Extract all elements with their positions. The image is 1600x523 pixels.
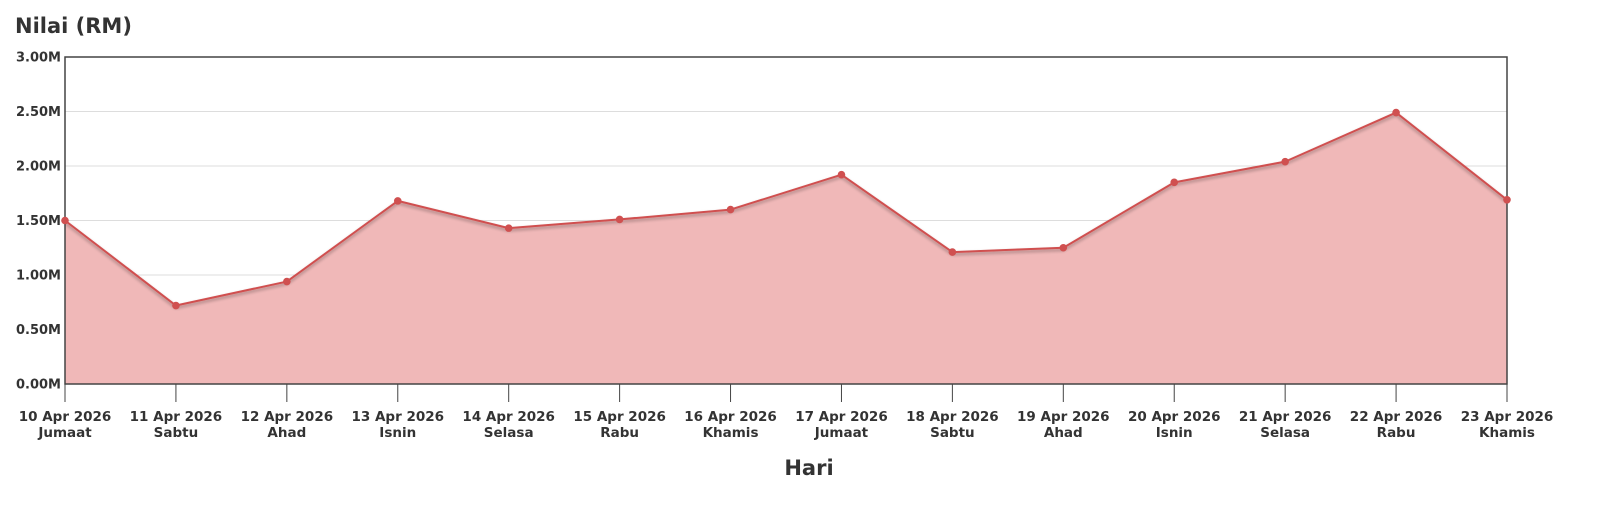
x-tick-date: 22 Apr 2026: [1350, 409, 1443, 425]
x-tick-date: 19 Apr 2026: [1017, 409, 1110, 425]
x-tick-label: 23 Apr 2026 Khamis: [1461, 409, 1554, 441]
x-tick-label: 12 Apr 2026 Ahad: [241, 409, 334, 441]
data-point: [1503, 195, 1511, 204]
x-tick-date: 10 Apr 2026: [19, 409, 112, 425]
x-tick-date: 17 Apr 2026: [795, 409, 888, 425]
x-tick-day: Ahad: [267, 425, 306, 441]
x-tick-day: Isnin: [1156, 425, 1193, 441]
x-tick-label: 14 Apr 2026 Selasa: [462, 409, 555, 441]
data-point: [504, 224, 513, 232]
y-tick-label: 2.00M: [16, 160, 61, 175]
data-point: [283, 277, 291, 286]
x-tick-day: Rabu: [600, 425, 639, 441]
x-tick-date: 14 Apr 2026: [462, 409, 555, 425]
x-tick-label: 20 Apr 2026 Isnin: [1128, 409, 1221, 441]
x-tick-date: 15 Apr 2026: [573, 409, 666, 425]
x-tick-label: 10 Apr 2026 Jumaat: [19, 409, 112, 441]
y-tick-label: 0.00M: [16, 378, 61, 393]
y-axis-title: Nilai (RM): [15, 14, 132, 38]
y-axis: 0.00M 0.50M 1.00M 1.50M 2.00M 2.50M 3.00M: [16, 51, 61, 393]
y-tick-label: 1.50M: [16, 214, 61, 229]
x-tick-day: Khamis: [703, 425, 759, 441]
data-point: [726, 205, 735, 214]
x-tick-label: 16 Apr 2026 Khamis: [684, 409, 777, 441]
x-tick-day: Jumaat: [814, 425, 869, 441]
x-tick-date: 11 Apr 2026: [130, 409, 223, 425]
data-point: [61, 216, 69, 225]
series-markers: [61, 108, 1511, 310]
y-tick-label: 1.00M: [16, 269, 61, 284]
data-point: [393, 197, 402, 205]
x-tick-date: 16 Apr 2026: [684, 409, 777, 425]
x-tick-date: 20 Apr 2026: [1128, 409, 1221, 425]
x-tick-label: 13 Apr 2026 Isnin: [352, 409, 445, 441]
data-point: [837, 170, 846, 179]
x-tick-day: Sabtu: [154, 425, 199, 441]
x-tick-label: 19 Apr 2026 Ahad: [1017, 409, 1110, 441]
y-tick-label: 2.50M: [16, 105, 61, 120]
data-point: [1170, 178, 1179, 187]
x-tick-label: 22 Apr 2026 Rabu: [1350, 409, 1443, 441]
x-tick-day: Sabtu: [930, 425, 975, 441]
y-tick-label: 3.00M: [16, 51, 61, 66]
series-area: [64, 111, 1508, 384]
data-point: [1392, 108, 1400, 117]
x-tick-day: Khamis: [1479, 425, 1535, 441]
x-tick-date: 21 Apr 2026: [1239, 409, 1332, 425]
data-point: [948, 248, 957, 256]
x-tick-date: 13 Apr 2026: [352, 409, 445, 425]
x-tick-date: 12 Apr 2026: [241, 409, 334, 425]
x-tick-label: 18 Apr 2026 Sabtu: [906, 409, 999, 441]
x-axis-title: Hari: [784, 456, 833, 480]
x-tick-label: 21 Apr 2026 Selasa: [1239, 409, 1332, 441]
x-tick-date: 18 Apr 2026: [906, 409, 999, 425]
x-tick-day: Selasa: [484, 425, 534, 441]
data-point: [172, 301, 180, 310]
x-tick-day: Isnin: [379, 425, 416, 441]
data-point: [615, 215, 624, 224]
x-tick-date: 23 Apr 2026: [1461, 409, 1554, 425]
data-point: [1281, 157, 1289, 166]
x-tick-day: Selasa: [1260, 425, 1310, 441]
x-tick-label: 17 Apr 2026 Jumaat: [795, 409, 888, 441]
series-line: [64, 111, 1508, 307]
area-fill: [65, 112, 1507, 384]
x-tick-label: 15 Apr 2026 Rabu: [573, 409, 666, 441]
y-tick-label: 0.50M: [16, 323, 61, 338]
x-tick-day: Rabu: [1377, 425, 1416, 441]
x-tick-day: Jumaat: [37, 425, 92, 441]
x-tick-day: Ahad: [1044, 425, 1083, 441]
data-point: [1059, 243, 1068, 252]
x-tick-label: 11 Apr 2026 Sabtu: [130, 409, 223, 441]
